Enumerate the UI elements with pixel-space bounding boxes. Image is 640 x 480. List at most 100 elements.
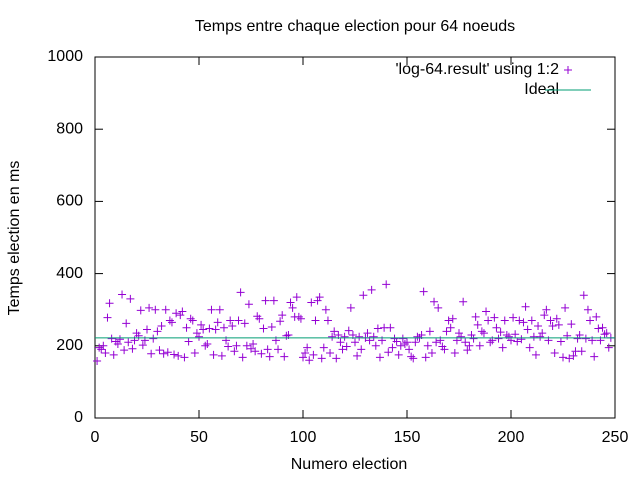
point [432, 338, 441, 347]
y-tick-label: 0 [74, 409, 83, 426]
point [274, 345, 283, 354]
point [109, 350, 118, 359]
point [353, 351, 362, 360]
point [369, 332, 378, 341]
legend-label: Ideal [524, 81, 559, 98]
legend-label: 'log-64.result' using 1:2 [395, 61, 559, 78]
point [407, 352, 416, 361]
point [600, 330, 609, 339]
x-tick-label: 150 [394, 429, 421, 446]
point [213, 318, 222, 327]
plot-border [94, 56, 616, 419]
point [442, 327, 451, 336]
point [215, 305, 224, 314]
point [238, 353, 247, 362]
point [552, 314, 561, 323]
point [234, 316, 243, 325]
point [165, 316, 174, 325]
point [513, 337, 522, 346]
point [228, 321, 237, 330]
point [242, 341, 251, 350]
point [118, 290, 127, 299]
point [554, 320, 563, 329]
point [321, 305, 330, 314]
point [569, 351, 578, 360]
point [536, 332, 545, 341]
y-tick-label: 1000 [47, 48, 83, 65]
point [161, 305, 170, 314]
point [115, 335, 124, 344]
point [163, 348, 172, 357]
point [178, 307, 187, 316]
point [371, 341, 380, 350]
point [602, 329, 611, 338]
point [209, 350, 218, 359]
y-tick-label: 800 [56, 120, 83, 137]
point [482, 307, 491, 316]
point [573, 334, 582, 343]
point [375, 353, 384, 362]
point [546, 316, 555, 325]
point [359, 291, 368, 300]
point [490, 313, 499, 322]
point [486, 338, 495, 347]
point [205, 324, 214, 333]
point [519, 318, 528, 327]
point [450, 349, 459, 358]
point [149, 334, 158, 343]
point [465, 341, 474, 350]
point [469, 334, 478, 343]
point [217, 351, 226, 360]
point [388, 343, 397, 352]
point [340, 332, 349, 341]
point [255, 314, 264, 323]
point [479, 329, 488, 338]
point [95, 343, 104, 352]
point [124, 338, 133, 347]
point [527, 316, 536, 325]
point [122, 319, 131, 328]
x-tick-label: 50 [190, 429, 208, 446]
point [475, 341, 484, 350]
point [344, 326, 353, 335]
point [280, 352, 289, 361]
point [394, 350, 403, 359]
point [136, 306, 145, 315]
point [413, 332, 422, 341]
point [261, 296, 270, 305]
point [309, 350, 318, 359]
point [538, 329, 547, 338]
point [496, 328, 505, 337]
x-tick-label: 250 [602, 429, 629, 446]
point [93, 356, 102, 365]
point [457, 332, 466, 341]
point [180, 353, 189, 362]
point [305, 356, 314, 365]
point [594, 324, 603, 333]
x-tick-label: 0 [91, 429, 100, 446]
point [511, 330, 520, 339]
point [153, 327, 162, 336]
point [120, 346, 129, 355]
point [590, 352, 599, 361]
point [540, 311, 549, 320]
point [278, 311, 287, 320]
point [550, 349, 559, 358]
point [244, 300, 253, 309]
point [427, 349, 436, 358]
point [188, 316, 197, 325]
point [384, 348, 393, 357]
point [423, 341, 432, 350]
point [286, 298, 295, 307]
point [373, 324, 382, 333]
point [296, 314, 305, 323]
point [403, 338, 411, 347]
point [113, 339, 122, 348]
point [224, 342, 233, 351]
point [521, 302, 530, 311]
point [405, 345, 414, 354]
point [531, 350, 540, 359]
point [579, 291, 588, 300]
point [434, 303, 443, 312]
point [197, 320, 206, 329]
